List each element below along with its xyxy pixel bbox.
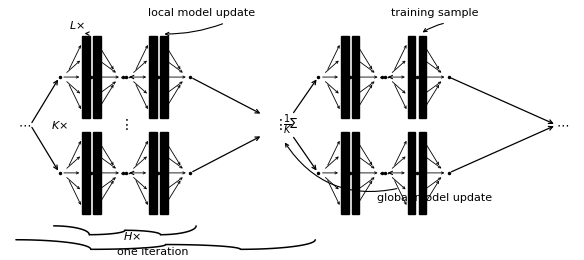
- Bar: [341, 36, 349, 118]
- Text: global model update: global model update: [377, 193, 492, 203]
- Text: $L\!\times$: $L\!\times$: [69, 19, 85, 31]
- Text: H$\times$: H$\times$: [123, 230, 141, 242]
- Text: $\vdots$: $\vdots$: [273, 118, 282, 133]
- Bar: [82, 36, 90, 118]
- Text: $\frac{1}{K}\!\Sigma$: $\frac{1}{K}\!\Sigma$: [283, 113, 299, 137]
- Bar: [149, 36, 157, 118]
- Bar: [408, 36, 415, 118]
- Bar: [149, 132, 157, 214]
- Text: local model update: local model update: [148, 8, 255, 18]
- Text: $K\!\times$: $K\!\times$: [51, 119, 68, 131]
- Bar: [160, 36, 168, 118]
- Bar: [160, 132, 168, 214]
- Bar: [408, 132, 415, 214]
- Bar: [352, 132, 359, 214]
- Text: $\cdots$: $\cdots$: [378, 72, 390, 82]
- Text: $\vdots$: $\vdots$: [119, 118, 128, 133]
- Bar: [419, 132, 426, 214]
- Text: $\cdots$: $\cdots$: [119, 72, 131, 82]
- Bar: [341, 132, 349, 214]
- Bar: [352, 36, 359, 118]
- Text: $\cdots$: $\cdots$: [378, 168, 390, 178]
- Bar: [93, 36, 101, 118]
- Text: training sample: training sample: [391, 8, 478, 18]
- Bar: [82, 132, 90, 214]
- Bar: [419, 36, 426, 118]
- Text: one iteration: one iteration: [117, 247, 188, 257]
- Text: $\cdots$: $\cdots$: [556, 119, 569, 132]
- Text: $\cdots$: $\cdots$: [18, 119, 31, 132]
- Bar: [93, 132, 101, 214]
- Text: $\cdots$: $\cdots$: [119, 168, 131, 178]
